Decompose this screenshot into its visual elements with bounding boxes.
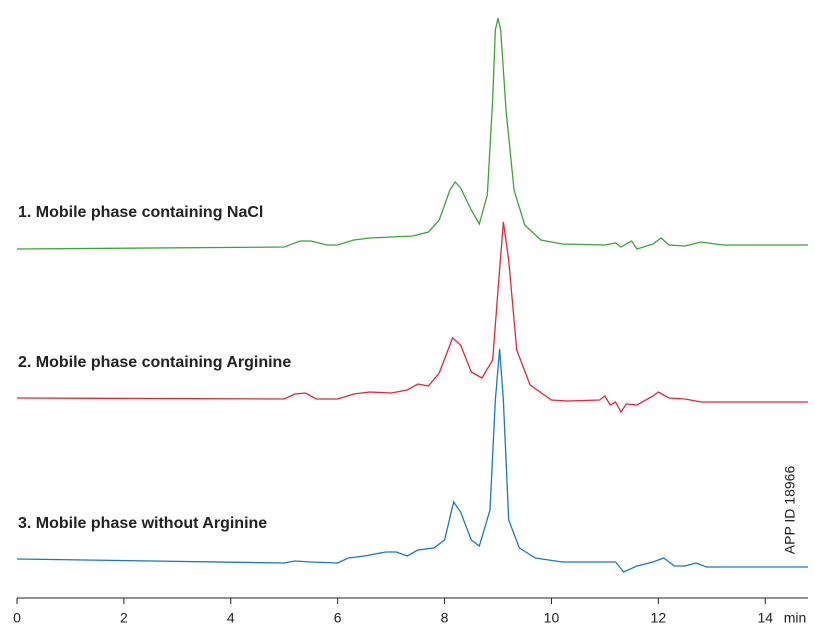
x-tick-label: 14 — [757, 610, 773, 626]
series-label: 2. Mobile phase containing Arginine — [18, 354, 291, 371]
trace — [16, 348, 808, 573]
annotation: APP ID 18966 — [782, 466, 798, 555]
x-tick-label: 6 — [334, 610, 342, 626]
x-tick-label: 8 — [441, 610, 449, 626]
series-label: 1. Mobile phase containing NaCl — [18, 204, 263, 221]
x-tick-label: 10 — [544, 610, 560, 626]
x-axis-label: min — [784, 610, 807, 626]
x-tick-label: 12 — [651, 610, 667, 626]
x-tick-label: 4 — [227, 610, 235, 626]
x-tick-label: 2 — [120, 610, 128, 626]
series-label: 3. Mobile phase without Arginine — [18, 515, 267, 532]
x-tick-label: 0 — [13, 610, 21, 626]
trace — [16, 17, 808, 250]
trace — [16, 221, 808, 414]
